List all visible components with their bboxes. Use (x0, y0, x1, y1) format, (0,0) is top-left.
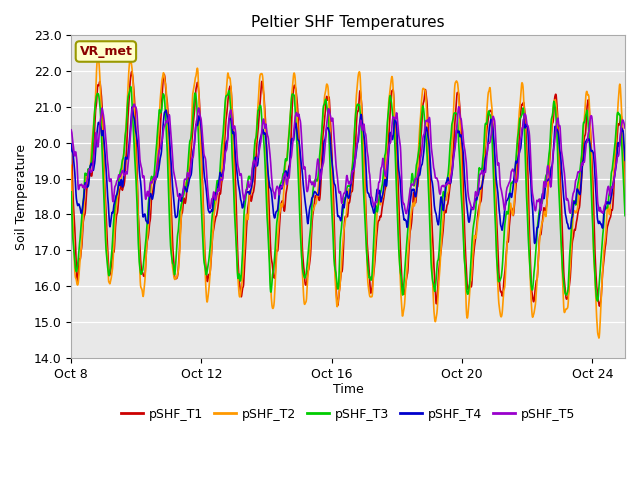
pSHF_T5 (326, 109, 333, 115)
pSHF_T1 (511, 201, 518, 207)
pSHF_T1 (356, 89, 364, 95)
Title: Peltier SHF Temperatures: Peltier SHF Temperatures (252, 15, 445, 30)
pSHF_T2 (94, 54, 102, 60)
pSHF_T4 (170, 193, 177, 199)
pSHF_T4 (531, 240, 538, 246)
pSHF_T4 (326, 130, 333, 136)
pSHF_T3 (356, 111, 364, 117)
pSHF_T2 (381, 174, 388, 180)
pSHF_T1 (381, 188, 388, 193)
pSHF_T3 (160, 92, 168, 97)
Text: VR_met: VR_met (79, 45, 132, 58)
pSHF_T2 (160, 70, 168, 76)
pSHF_T3 (127, 84, 134, 90)
pSHF_T3 (621, 213, 629, 218)
Legend: pSHF_T1, pSHF_T2, pSHF_T3, pSHF_T4, pSHF_T5: pSHF_T1, pSHF_T2, pSHF_T3, pSHF_T4, pSHF… (115, 403, 580, 426)
Line: pSHF_T2: pSHF_T2 (71, 57, 625, 338)
pSHF_T1 (160, 72, 168, 78)
pSHF_T3 (381, 153, 388, 158)
pSHF_T5 (67, 127, 75, 133)
pSHF_T1 (596, 303, 604, 309)
pSHF_T4 (160, 116, 168, 121)
Line: pSHF_T1: pSHF_T1 (71, 72, 625, 306)
X-axis label: Time: Time (333, 384, 364, 396)
pSHF_T3 (594, 298, 602, 304)
pSHF_T4 (128, 104, 136, 110)
pSHF_T5 (403, 211, 410, 216)
pSHF_T2 (356, 76, 364, 82)
Line: pSHF_T3: pSHF_T3 (71, 87, 625, 301)
pSHF_T3 (326, 153, 333, 158)
pSHF_T1 (128, 69, 136, 74)
pSHF_T5 (160, 125, 168, 131)
Line: pSHF_T4: pSHF_T4 (71, 107, 625, 243)
pSHF_T5 (381, 170, 388, 176)
pSHF_T2 (170, 271, 177, 277)
pSHF_T4 (67, 141, 75, 147)
pSHF_T2 (326, 120, 333, 126)
pSHF_T1 (67, 127, 75, 132)
pSHF_T3 (170, 263, 177, 269)
pSHF_T2 (511, 196, 518, 202)
Y-axis label: Soil Temperature: Soil Temperature (15, 144, 28, 250)
Bar (71, 125, 625, 250)
pSHF_T4 (621, 157, 629, 163)
pSHF_T4 (356, 115, 364, 121)
pSHF_T1 (170, 254, 177, 260)
pSHF_T1 (621, 178, 629, 183)
pSHF_T2 (67, 162, 75, 168)
pSHF_T5 (356, 119, 364, 124)
pSHF_T5 (170, 168, 177, 174)
pSHF_T4 (381, 178, 388, 183)
pSHF_T3 (511, 174, 518, 180)
pSHF_T5 (511, 176, 518, 181)
Line: pSHF_T5: pSHF_T5 (71, 104, 625, 214)
pSHF_T2 (595, 335, 603, 341)
pSHF_T5 (130, 101, 138, 107)
pSHF_T3 (67, 189, 75, 195)
pSHF_T2 (621, 210, 629, 216)
pSHF_T5 (621, 125, 629, 131)
pSHF_T4 (511, 172, 518, 178)
pSHF_T1 (326, 102, 333, 108)
